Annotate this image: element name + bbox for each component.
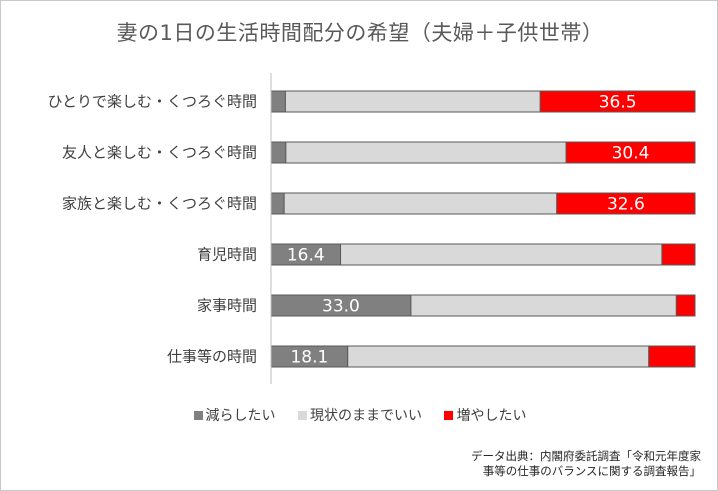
bar-segment-increase [539, 90, 696, 113]
legend-swatch-decrease [193, 411, 203, 420]
category-label: ひとりで楽しむ・くつろぐ時間 [47, 93, 257, 111]
category-label: 育児時間 [197, 246, 257, 264]
legend-item-increase: 増やしたい [444, 405, 526, 425]
chart-title: 妻の1日の生活時間配分の希望（夫婦＋子供世帯） [116, 21, 604, 45]
category-label: 家族と楽しむ・くつろぐ時間 [62, 195, 257, 213]
bar-segment-keep [347, 345, 650, 368]
category-label: 家事時間 [197, 297, 257, 315]
bar-segment-increase [661, 243, 696, 266]
data-source-line-1: データ出典：内閣府委託調査「令和元年度家 [471, 449, 701, 463]
bar-segment-decrease [270, 90, 286, 113]
data-source-line-2: 事等の仕事のバランスに関する調査報告」 [482, 464, 701, 478]
bar-chart: ひとりで楽しむ・くつろぐ時間友人と楽しむ・くつろぐ時間家族と楽しむ・くつろぐ時間… [47, 73, 696, 384]
bar-segment-keep [410, 294, 677, 317]
bar-segment-keep [340, 243, 663, 266]
legend: 減らしたい 現状のままでいい 増やしたい [1, 405, 718, 425]
legend-swatch-increase [444, 411, 454, 420]
category-label: 仕事等の時間 [167, 348, 257, 366]
data-label: 18.1 [290, 348, 328, 368]
legend-label-keep: 現状のままでいい [310, 408, 422, 424]
bar-segment-keep [284, 90, 541, 113]
data-source-note: データ出典：内閣府委託調査「令和元年度家 事等の仕事のバランスに関する調査報告」 [471, 449, 701, 479]
bar-segment-keep [285, 141, 567, 164]
legend-item-keep: 現状のままでいい [298, 405, 422, 425]
bar-segment-decrease [270, 192, 285, 215]
bar-segment-increase [648, 345, 696, 368]
bar-segment-increase [675, 294, 696, 317]
data-label: 16.4 [287, 246, 325, 266]
category-label: 友人と楽しむ・くつろぐ時間 [62, 144, 257, 162]
bar-segment-increase [556, 192, 696, 215]
bar-segment-keep [283, 192, 558, 215]
legend-label-decrease: 減らしたい [205, 408, 276, 424]
data-label: 33.0 [322, 297, 360, 317]
legend-item-decrease: 減らしたい [193, 405, 276, 425]
data-label: 30.4 [612, 144, 650, 164]
data-label: 32.6 [607, 195, 645, 215]
legend-swatch-keep [298, 411, 307, 420]
data-label: 36.5 [599, 93, 637, 113]
bar-segment-increase [565, 141, 696, 164]
legend-label-increase: 増やしたい [456, 408, 527, 424]
bar-segment-decrease [270, 141, 287, 164]
